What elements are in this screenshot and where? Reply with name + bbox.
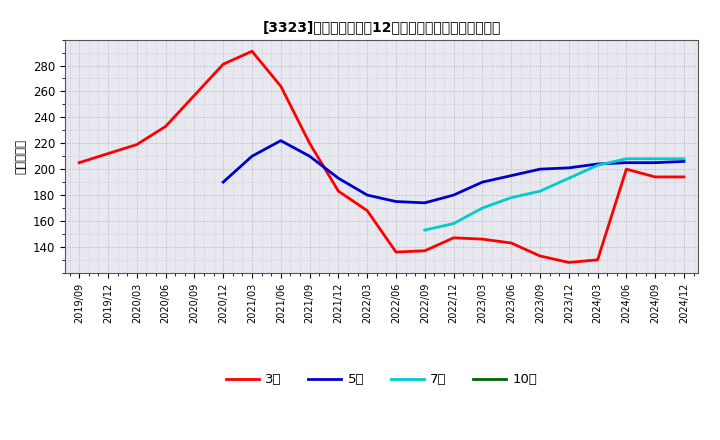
7年 bbox=[680, 156, 688, 161]
7年 bbox=[449, 221, 458, 226]
3年 bbox=[276, 84, 285, 89]
5年 bbox=[622, 160, 631, 165]
3年 bbox=[363, 208, 372, 213]
3年 bbox=[593, 257, 602, 263]
Line: 3年: 3年 bbox=[79, 51, 684, 262]
7年 bbox=[564, 176, 573, 181]
5年 bbox=[276, 138, 285, 143]
Legend: 3年, 5年, 7年, 10年: 3年, 5年, 7年, 10年 bbox=[220, 368, 543, 392]
5年 bbox=[564, 165, 573, 170]
5年 bbox=[305, 154, 314, 159]
3年 bbox=[651, 174, 660, 180]
5年 bbox=[680, 159, 688, 164]
5年 bbox=[248, 154, 256, 159]
7年 bbox=[536, 188, 544, 194]
7年 bbox=[478, 205, 487, 211]
Line: 7年: 7年 bbox=[425, 159, 684, 230]
3年 bbox=[334, 188, 343, 194]
5年 bbox=[536, 166, 544, 172]
3年 bbox=[132, 142, 141, 147]
5年 bbox=[363, 192, 372, 198]
5年 bbox=[507, 173, 516, 178]
3年 bbox=[392, 249, 400, 255]
5年 bbox=[334, 176, 343, 181]
3年 bbox=[507, 240, 516, 246]
3年 bbox=[161, 124, 170, 129]
5年 bbox=[449, 192, 458, 198]
3年 bbox=[536, 253, 544, 259]
3年 bbox=[680, 174, 688, 180]
3年 bbox=[248, 48, 256, 54]
Y-axis label: （百万円）: （百万円） bbox=[14, 139, 27, 174]
3年 bbox=[305, 141, 314, 146]
3年 bbox=[219, 62, 228, 67]
7年 bbox=[651, 156, 660, 161]
5年 bbox=[392, 199, 400, 204]
3年 bbox=[478, 236, 487, 242]
3年 bbox=[622, 166, 631, 172]
3年 bbox=[420, 248, 429, 253]
7年 bbox=[420, 227, 429, 233]
3年 bbox=[190, 93, 199, 98]
5年 bbox=[478, 180, 487, 185]
3年 bbox=[449, 235, 458, 240]
5年 bbox=[219, 180, 228, 185]
7年 bbox=[622, 156, 631, 161]
5年 bbox=[420, 200, 429, 205]
3年 bbox=[104, 151, 112, 156]
5年 bbox=[593, 161, 602, 167]
3年 bbox=[75, 160, 84, 165]
7年 bbox=[507, 195, 516, 200]
7年 bbox=[593, 163, 602, 168]
3年 bbox=[564, 260, 573, 265]
Title: [3323]　当期組純利益12か月移動合計の平均値の推移: [3323] 当期組純利益12か月移動合計の平均値の推移 bbox=[262, 20, 501, 34]
Line: 5年: 5年 bbox=[223, 141, 684, 203]
5年 bbox=[651, 160, 660, 165]
